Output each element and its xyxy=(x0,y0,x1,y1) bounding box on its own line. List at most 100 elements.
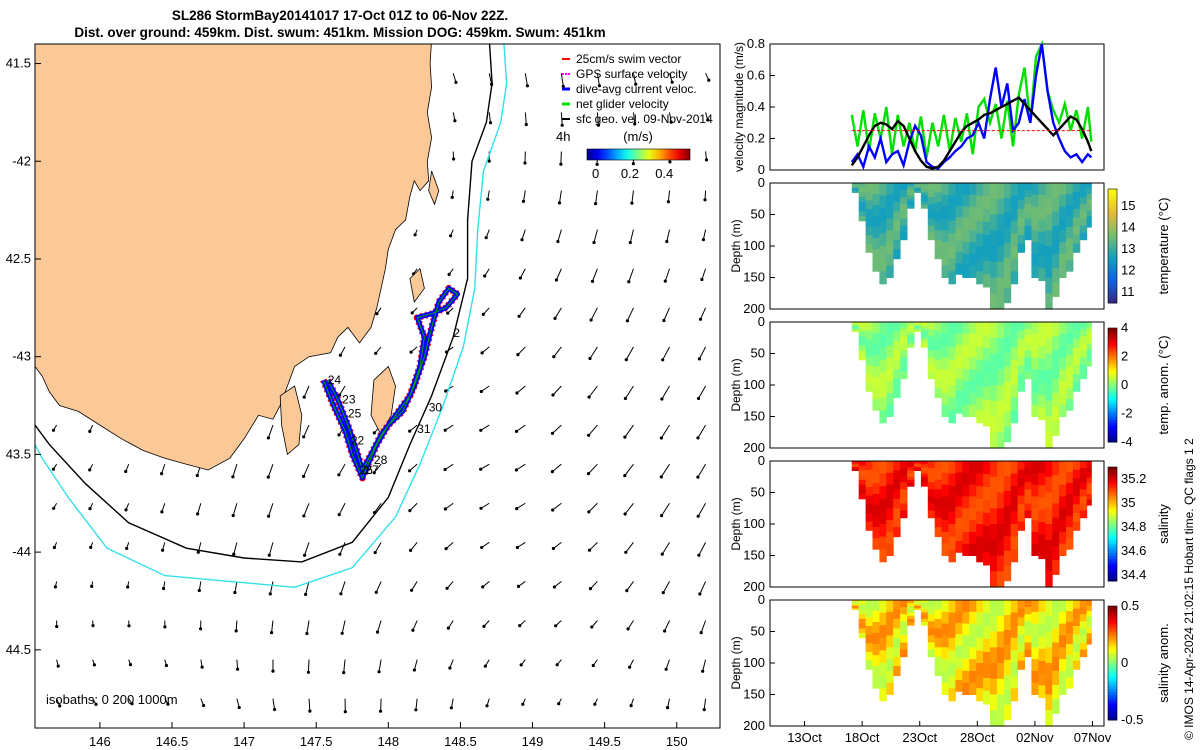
section-cell xyxy=(914,466,922,469)
section-cell xyxy=(1038,624,1046,638)
section-cell xyxy=(955,645,963,658)
section-cell xyxy=(1017,183,1025,193)
section-cell xyxy=(996,369,1005,386)
colorbar-band xyxy=(1108,243,1117,247)
geo-vector-head xyxy=(444,547,448,551)
island xyxy=(279,385,303,456)
section-cell xyxy=(927,489,936,497)
geo-vector-head xyxy=(561,84,565,88)
section-cell xyxy=(948,397,956,411)
section-cell xyxy=(962,472,970,486)
geo-vector xyxy=(236,659,239,670)
velocity-frame xyxy=(769,43,1105,171)
section-cell xyxy=(900,225,908,234)
section-cell xyxy=(858,350,867,356)
colorbar-band xyxy=(1108,194,1117,199)
geo-vector-head xyxy=(443,467,447,472)
section-cell xyxy=(1010,473,1019,487)
section-cell xyxy=(948,258,956,272)
section-cell xyxy=(996,476,1005,494)
section-cell xyxy=(1031,194,1039,208)
section-cell xyxy=(1086,466,1092,473)
geo-vector-head xyxy=(339,592,343,596)
section-cell xyxy=(907,340,915,345)
section-cell xyxy=(858,206,867,212)
colorbar-band xyxy=(1108,495,1117,499)
section-cell xyxy=(976,536,984,550)
section-cell xyxy=(1031,392,1039,406)
section-cell xyxy=(879,195,887,209)
geo-vector xyxy=(308,698,311,712)
map-y-tick-label: -44 xyxy=(12,544,31,559)
section-cell xyxy=(1024,621,1032,629)
section-cell xyxy=(1072,226,1081,236)
section-cell xyxy=(900,614,908,622)
geo-vector xyxy=(338,463,346,476)
section-cell xyxy=(969,265,977,278)
geo-vector-head xyxy=(631,162,636,166)
section-cell xyxy=(907,186,915,190)
colorbar-tick-label: -4 xyxy=(1121,434,1133,449)
section-cell xyxy=(976,372,984,386)
geo-vector xyxy=(632,73,637,85)
section-cell xyxy=(1059,206,1067,219)
section-cell xyxy=(996,694,1005,711)
tasmania-landmass xyxy=(35,44,433,471)
geo-vector xyxy=(697,424,707,439)
colorbar-band xyxy=(1108,526,1117,531)
section-cell xyxy=(983,474,991,488)
section-cell xyxy=(1031,472,1039,486)
geo-vector xyxy=(488,73,493,85)
section-cell xyxy=(893,192,901,203)
geo-vector xyxy=(701,268,707,280)
section-cell xyxy=(996,710,1005,727)
section-cell xyxy=(893,647,901,658)
colorbar-band xyxy=(1108,640,1117,644)
section-cell xyxy=(983,196,991,210)
geo-vector-head xyxy=(698,317,703,321)
geo-vector xyxy=(697,503,707,517)
section-cell xyxy=(1059,218,1067,231)
geo-vector-head xyxy=(160,510,164,514)
colorbar-band xyxy=(1108,515,1117,519)
section-cell xyxy=(1045,337,1053,355)
geo-vector-head xyxy=(524,122,528,127)
section-cell xyxy=(1079,350,1088,358)
section-cell xyxy=(858,345,867,351)
section-cell xyxy=(941,520,949,533)
section-cell xyxy=(920,464,929,468)
section-cell xyxy=(1010,410,1019,424)
section-cell xyxy=(996,555,1005,572)
section-cell xyxy=(1066,216,1074,228)
section-cell xyxy=(927,350,936,358)
geo-vector-head xyxy=(521,199,526,203)
section-cell xyxy=(851,603,860,606)
section-cell xyxy=(920,195,929,200)
section-cell xyxy=(907,201,915,206)
section-cell xyxy=(962,230,970,243)
colorbar-band xyxy=(1108,475,1117,479)
geo-vector xyxy=(588,463,598,474)
section-cell xyxy=(1038,612,1046,625)
section-cell xyxy=(865,626,873,636)
section-cell xyxy=(962,682,970,695)
geo-vector xyxy=(629,229,634,243)
geo-vector xyxy=(627,620,634,630)
section-cell xyxy=(976,359,984,373)
section-cell xyxy=(1059,230,1067,243)
section-cell xyxy=(955,495,963,508)
colorbar-band xyxy=(1108,393,1117,397)
section-cell xyxy=(886,600,894,613)
section-cell xyxy=(1052,197,1060,212)
geo-vector xyxy=(374,542,382,553)
map-y-tick-label: 43.5 xyxy=(6,446,31,461)
section-cell xyxy=(858,614,867,620)
section-cell xyxy=(914,602,922,605)
section-cell xyxy=(1072,643,1081,653)
section-cell xyxy=(927,329,936,337)
geo-vector-head xyxy=(550,470,555,474)
geo-vector xyxy=(411,581,418,591)
